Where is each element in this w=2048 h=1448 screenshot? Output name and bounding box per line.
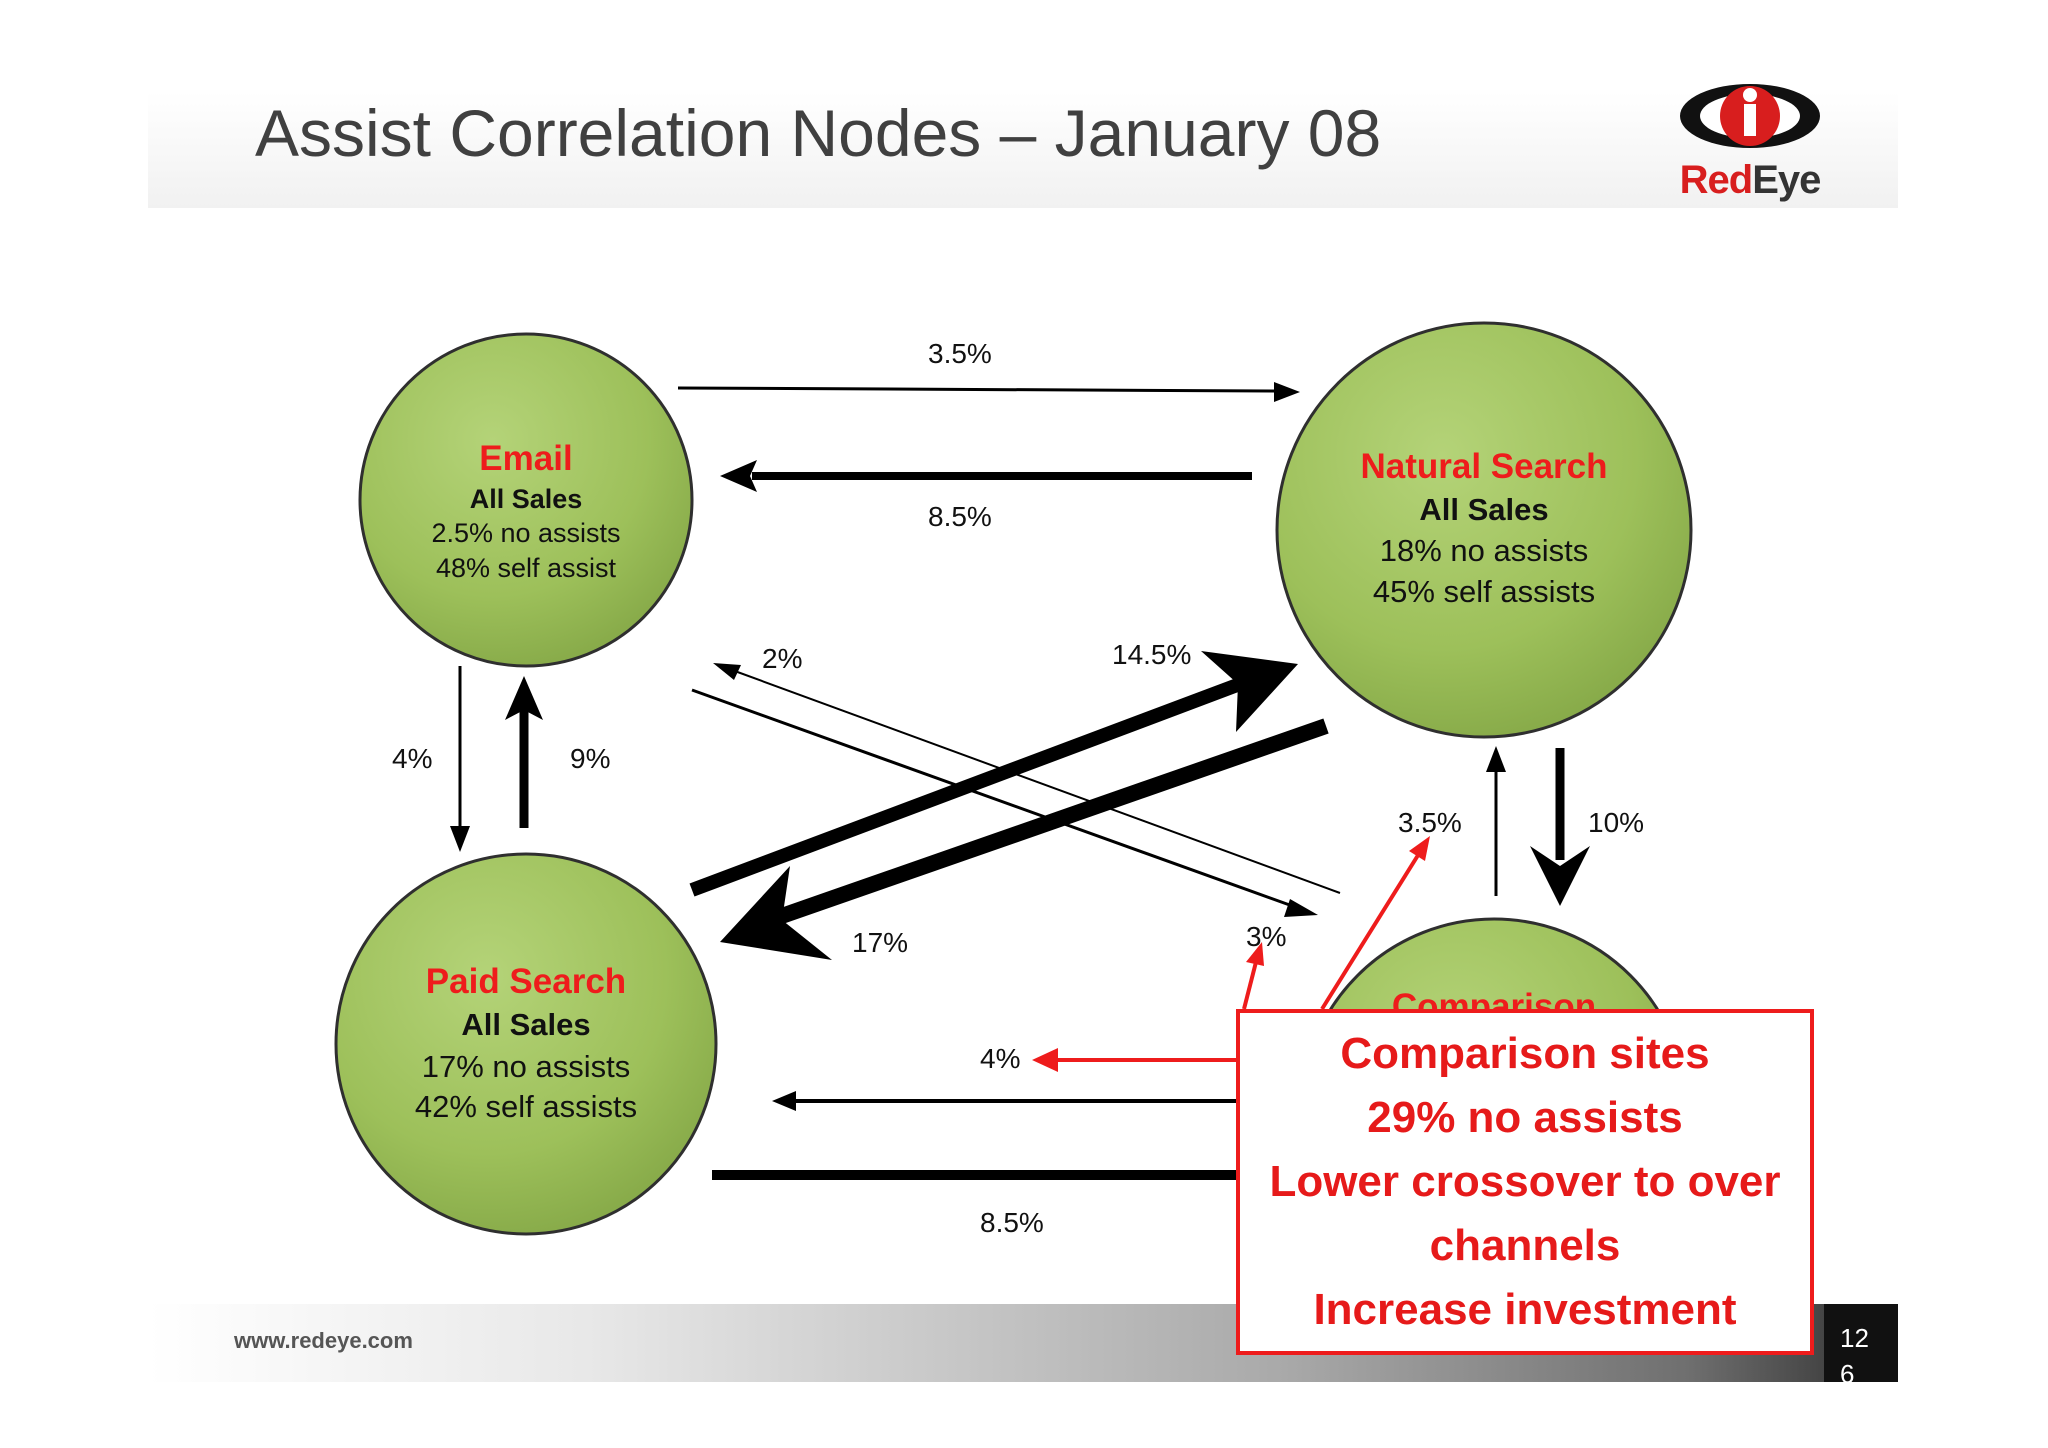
natural-search-node-title: Natural Search	[1360, 447, 1607, 486]
label-natural-to-comparison: 10%	[1588, 807, 1644, 838]
label-paid-to-comparison: 8.5%	[980, 1207, 1044, 1238]
email-node-line2: 48% self assist	[436, 553, 617, 583]
edge-email-to-paid	[450, 666, 470, 852]
label-paid-to-natural: 14.5%	[1112, 639, 1191, 670]
edge-comparison-to-paid	[772, 1091, 1240, 1111]
paid-search-node-subtitle: All Sales	[461, 1007, 590, 1042]
label-email-to-natural: 3.5%	[928, 338, 992, 369]
edge-natural-to-email	[720, 460, 1252, 492]
paid-search-node-line1: 17% no assists	[422, 1049, 631, 1084]
logo-wordmark: RedEye	[1679, 158, 1822, 202]
redeye-logo: RedEye	[1670, 76, 1830, 206]
label-natural-to-paid: 17%	[852, 927, 908, 958]
edge-comparison-to-email	[713, 663, 1341, 894]
paid-search-node	[334, 852, 718, 1236]
email-node-subtitle: All Sales	[470, 484, 583, 514]
natural-search-node-subtitle: All Sales	[1419, 492, 1548, 527]
label-natural-to-email: 8.5%	[928, 501, 992, 532]
edge-email-to-comparison	[691, 688, 1318, 917]
callout-line-2: 29% no assists	[1367, 1093, 1683, 1142]
edge-email-to-natural	[677, 382, 1300, 402]
eye-logo-icon	[1680, 84, 1820, 148]
edge-paid-to-email	[505, 676, 543, 828]
natural-search-node-line1: 18% no assists	[1380, 533, 1589, 568]
highlight-arrow-comparison-to-paid	[1032, 1048, 1236, 1072]
label-paid-to-email: 9%	[570, 743, 610, 774]
edge-paid-to-natural	[689, 651, 1298, 897]
label-comparison-to-paid: 4%	[980, 1043, 1020, 1074]
paid-search-node-line2: 42% self assists	[415, 1089, 637, 1124]
label-comparison-to-natural: 3.5%	[1398, 807, 1462, 838]
slide-title: Assist Correlation Nodes – January 08	[255, 96, 1382, 170]
natural-search-node-line2: 45% self assists	[1373, 574, 1595, 609]
paid-search-node-title: Paid Search	[426, 962, 626, 1001]
edge-natural-to-paid	[720, 718, 1329, 960]
callout-line-3: Lower crossover to over	[1269, 1157, 1781, 1206]
email-node-line1: 2.5% no assists	[431, 518, 620, 548]
highlight-arrow-comparison-to-natural	[1320, 836, 1430, 1011]
label-email-to-paid: 4%	[392, 743, 432, 774]
page-number-box: 126	[1824, 1304, 1898, 1389]
callout-line-1: Comparison sites	[1340, 1029, 1710, 1078]
footer-url: www.redeye.com	[234, 1328, 413, 1353]
highlight-arrow-comparison-to-email	[1242, 942, 1264, 1010]
label-comparison-to-email: 2%	[762, 643, 802, 674]
email-node-title: Email	[479, 439, 572, 478]
edge-natural-to-comparison	[1530, 748, 1590, 906]
label-email-to-comparison: 3%	[1246, 921, 1286, 952]
page-number: 126	[1840, 1323, 1869, 1389]
natural-search-node	[1275, 321, 1693, 739]
comparison-callout: Comparison sites 29% no assists Lower cr…	[1236, 1009, 1814, 1355]
callout-line-4: channels	[1429, 1221, 1621, 1270]
callout-line-5: Increase investment	[1313, 1285, 1737, 1334]
edge-comparison-to-natural	[1486, 746, 1506, 896]
title-band	[148, 92, 1898, 208]
email-node	[358, 332, 694, 668]
